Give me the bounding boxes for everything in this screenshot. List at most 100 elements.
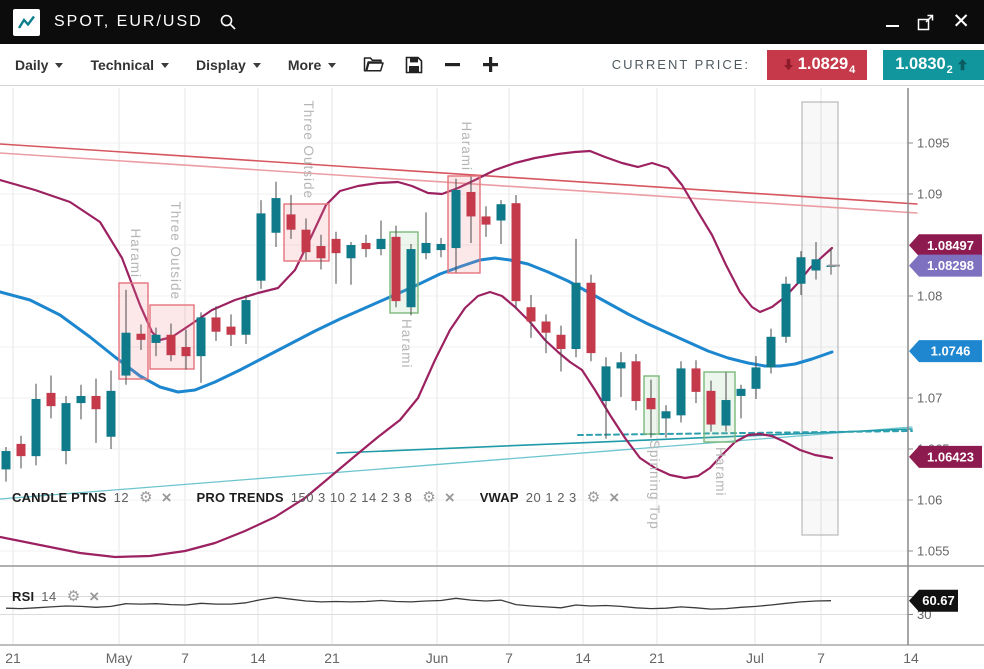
gear-icon[interactable]: ⚙ [422, 488, 436, 506]
main-chart-indicator-labels: CANDLE PTNS 12 ⚙ × PRO TRENDS 150 3 10 2 14 2… [12, 488, 619, 506]
price-badges: 1.08497 1.08298 1.0746 1.06423 [909, 234, 982, 468]
price-badge [909, 234, 982, 257]
candle [496, 204, 506, 221]
chevron-down-icon [252, 63, 261, 68]
buy-price-badge[interactable]: 1.0830 2 [883, 49, 984, 80]
candle [136, 333, 146, 340]
x-axis-label: 7 [505, 650, 513, 666]
save-icon[interactable] [405, 56, 423, 74]
candle [106, 390, 116, 437]
candle [151, 334, 161, 343]
minimize-button[interactable] [886, 12, 900, 32]
chevron-down-icon [55, 63, 64, 68]
indicator-candle-ptns: CANDLE PTNS 12 ⚙ × [12, 489, 172, 506]
menu-display[interactable]: Display [196, 57, 261, 73]
close-icon[interactable]: × [444, 487, 455, 507]
indicator-rsi: RSI 14 ⚙ × [12, 588, 99, 605]
chevron-down-icon [161, 63, 170, 68]
current-price-area: CURRENT PRICE: 1.0829 4 1.0830 2 [612, 44, 984, 85]
candle [121, 332, 131, 376]
candle [736, 388, 746, 396]
projection-region [801, 101, 839, 536]
popout-window-button[interactable] [917, 12, 934, 32]
app-line-chart-icon [13, 8, 40, 36]
menu-more[interactable]: More [288, 57, 337, 73]
candle [676, 368, 686, 416]
zoom-out-icon[interactable] [444, 56, 461, 73]
y-axis-label: 1.08 [917, 289, 942, 304]
candle [286, 214, 296, 230]
indicator-pro-trends: PRO TRENDS 150 3 10 2 14 2 3 8 ⚙ × [197, 489, 455, 506]
close-icon[interactable]: × [161, 487, 172, 507]
window-controls: ✕ [886, 10, 984, 33]
candle [751, 367, 761, 389]
close-icon[interactable]: × [89, 586, 100, 606]
sell-price-badge[interactable]: 1.0829 4 [767, 49, 867, 80]
price-badge [909, 445, 982, 468]
close-icon[interactable]: × [609, 487, 620, 507]
candle [691, 368, 701, 392]
candle [436, 243, 446, 251]
close-button[interactable]: ✕ [952, 10, 970, 33]
candle [16, 443, 26, 457]
svg-text:1.08298: 1.08298 [927, 258, 974, 273]
gear-icon[interactable]: ⚙ [66, 587, 81, 605]
candle [241, 300, 251, 335]
candles [1, 176, 836, 482]
rsi-value-badge [909, 589, 958, 612]
candle [526, 307, 536, 322]
vwap-support-line-1 [0, 426, 913, 500]
zoom-in-icon[interactable] [482, 56, 499, 73]
pattern-label: Harami [399, 319, 414, 369]
candle [421, 242, 431, 254]
candle [571, 282, 581, 350]
search-icon[interactable] [219, 13, 237, 31]
menu-daily[interactable]: Daily [15, 57, 64, 73]
candle [91, 395, 101, 410]
pattern-label: Harami [713, 447, 728, 497]
chevron-down-icon [328, 63, 337, 68]
svg-text:1.08497: 1.08497 [927, 238, 974, 253]
resistance-trendline-2 [0, 152, 918, 214]
arrow-down-icon [783, 59, 793, 71]
y-axis-label: 1.06 [917, 493, 942, 508]
svg-text:1.06423: 1.06423 [927, 449, 974, 464]
candle [391, 236, 401, 302]
rsi-indicator-label: RSI 14 ⚙ × [12, 587, 99, 605]
x-axis-label: 21 [649, 650, 665, 666]
candle [511, 203, 521, 302]
candle [646, 398, 656, 410]
svg-text:60.67: 60.67 [922, 593, 955, 608]
candle [706, 390, 716, 425]
indicator-name: RSI [12, 588, 35, 604]
svg-text:1.0746: 1.0746 [931, 344, 971, 359]
candle [181, 347, 191, 357]
candle [76, 395, 86, 404]
candle [796, 257, 806, 284]
gear-icon[interactable]: ⚙ [139, 488, 153, 506]
arrow-up-icon [957, 59, 967, 71]
candle [271, 198, 281, 233]
candle [166, 334, 176, 356]
menu-technical[interactable]: Technical [90, 57, 170, 73]
candle [61, 403, 71, 452]
gear-icon[interactable]: ⚙ [586, 488, 601, 506]
candle [361, 242, 371, 250]
candle [196, 317, 206, 357]
candle [211, 317, 221, 332]
title-bar: SPOT, EUR/USD ✕ [0, 0, 984, 44]
candle [721, 400, 731, 426]
candle [406, 249, 416, 308]
x-axis-label: 14 [250, 650, 266, 666]
candle [661, 411, 671, 419]
open-folder-icon[interactable] [363, 56, 385, 73]
toolbar: Daily Technical Display More [0, 44, 984, 86]
indicator-params: 14 [41, 588, 57, 604]
rsi-badge: 60.67 [909, 589, 958, 612]
rsi-line [5, 596, 832, 610]
candle [346, 245, 356, 259]
candle [46, 392, 56, 407]
x-axis-label: 21 [324, 650, 340, 666]
